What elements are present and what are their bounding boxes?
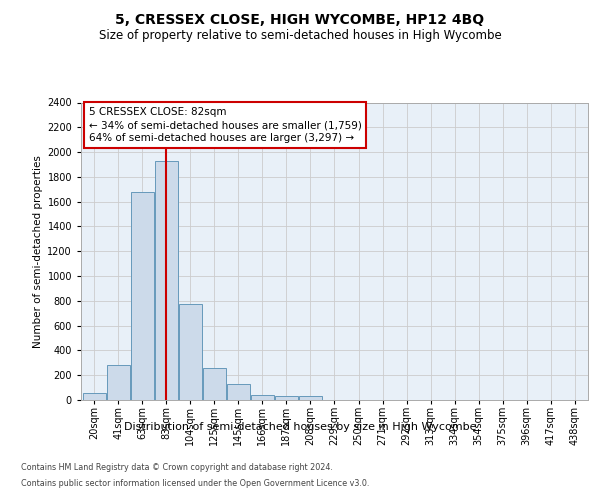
Bar bbox=[299, 396, 322, 400]
Bar bbox=[179, 304, 202, 400]
Bar bbox=[203, 368, 226, 400]
Bar bbox=[227, 384, 250, 400]
Bar bbox=[131, 192, 154, 400]
Text: 5, CRESSEX CLOSE, HIGH WYCOMBE, HP12 4BQ: 5, CRESSEX CLOSE, HIGH WYCOMBE, HP12 4BQ bbox=[115, 12, 485, 26]
Y-axis label: Number of semi-detached properties: Number of semi-detached properties bbox=[33, 155, 43, 348]
Bar bbox=[251, 395, 274, 400]
Bar bbox=[83, 393, 106, 400]
Bar bbox=[275, 396, 298, 400]
Text: Contains HM Land Registry data © Crown copyright and database right 2024.: Contains HM Land Registry data © Crown c… bbox=[21, 464, 333, 472]
Text: 5 CRESSEX CLOSE: 82sqm
← 34% of semi-detached houses are smaller (1,759)
64% of : 5 CRESSEX CLOSE: 82sqm ← 34% of semi-det… bbox=[89, 107, 361, 144]
Bar bbox=[155, 161, 178, 400]
Text: Distribution of semi-detached houses by size in High Wycombe: Distribution of semi-detached houses by … bbox=[124, 422, 476, 432]
Text: Contains public sector information licensed under the Open Government Licence v3: Contains public sector information licen… bbox=[21, 478, 370, 488]
Bar bbox=[107, 364, 130, 400]
Text: Size of property relative to semi-detached houses in High Wycombe: Size of property relative to semi-detach… bbox=[98, 29, 502, 42]
